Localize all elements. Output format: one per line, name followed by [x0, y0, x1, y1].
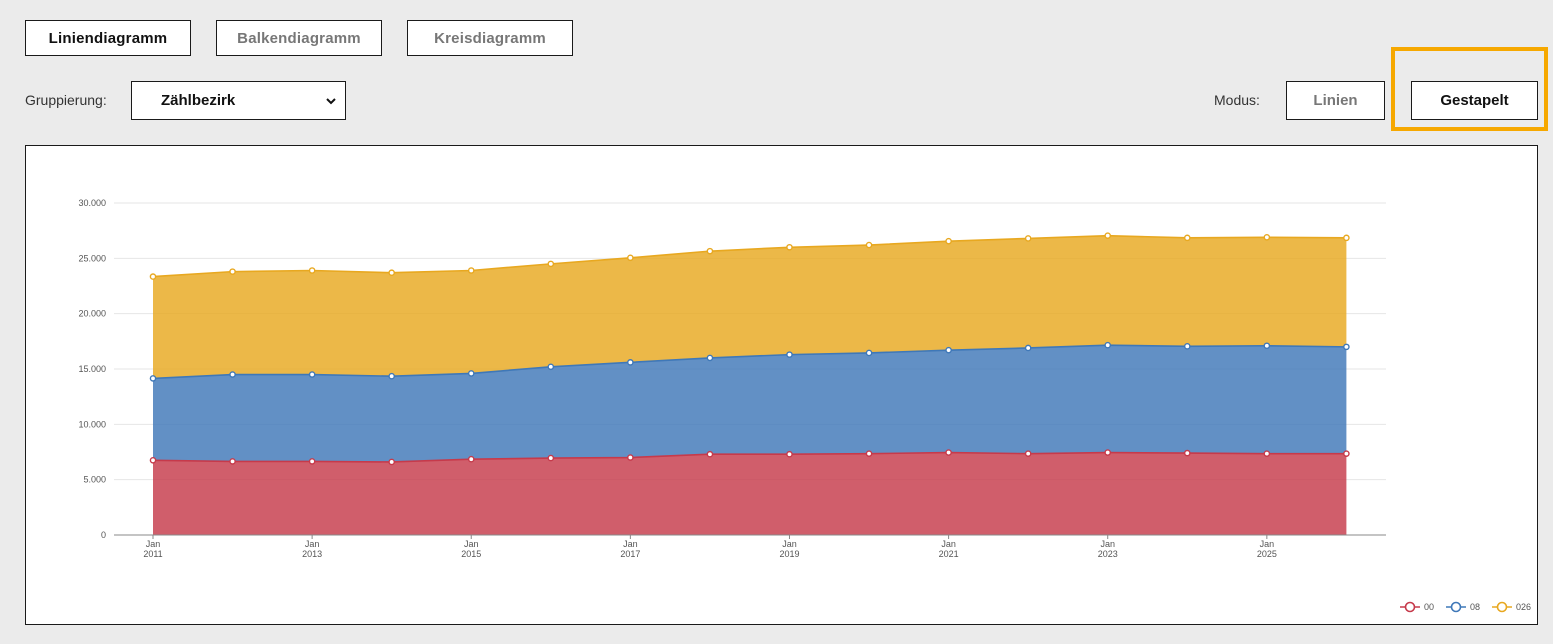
- data-point-026: [627, 254, 634, 262]
- data-point-026: [1183, 234, 1191, 242]
- x-tick-label-month: Jan: [1260, 539, 1275, 549]
- data-point-08: [1263, 342, 1271, 350]
- y-tick-label: 25.000: [78, 253, 106, 263]
- data-point-00: [1104, 449, 1112, 456]
- data-point-00: [1343, 450, 1350, 457]
- data-point-08: [1104, 341, 1112, 349]
- x-tick-label-year: 2015: [461, 549, 481, 559]
- y-tick-label: 5.000: [83, 475, 106, 485]
- data-point-00: [786, 450, 793, 458]
- tab-balkendiagramm[interactable]: Balkendiagramm: [216, 20, 382, 56]
- data-point-026: [1024, 235, 1032, 242]
- data-point-026: [308, 267, 316, 274]
- data-point-08: [1343, 343, 1350, 351]
- data-point-026: [149, 273, 157, 280]
- data-point-026: [229, 268, 236, 275]
- data-point-08: [547, 363, 555, 371]
- chevron-down-icon: [326, 97, 336, 104]
- data-point-08: [627, 359, 634, 366]
- data-point-00: [1183, 449, 1191, 457]
- data-point-08: [1183, 343, 1191, 350]
- legend-label-08: 08: [1470, 602, 1480, 612]
- data-point-08: [945, 346, 952, 354]
- x-tick-label-month: Jan: [146, 539, 161, 549]
- grouping-select-value: Zählbezirk: [161, 92, 236, 109]
- x-tick-label-year: 2011: [143, 549, 162, 559]
- data-point-026: [388, 269, 395, 277]
- data-point-08: [1024, 344, 1032, 352]
- tab-liniendiagramm[interactable]: Liniendiagramm: [25, 20, 191, 56]
- data-point-08: [229, 371, 236, 378]
- legend-marker-00: [1404, 601, 1416, 613]
- data-point-00: [149, 456, 157, 464]
- y-tick-label: 20.000: [78, 309, 106, 319]
- data-point-00: [308, 458, 316, 465]
- data-point-08: [786, 351, 793, 358]
- data-point-026: [786, 243, 793, 251]
- data-point-026: [1263, 234, 1271, 241]
- x-tick-label-month: Jan: [464, 539, 479, 549]
- data-point-00: [388, 458, 395, 466]
- stacked-area-chart: 05.00010.00015.00020.00025.00030.000Jan2…: [78, 198, 1531, 613]
- grouping-label: Gruppierung:: [25, 92, 107, 108]
- data-point-08: [308, 371, 316, 378]
- y-tick-label: 15.000: [78, 364, 106, 374]
- series-line-00: [152, 451, 1347, 463]
- x-tick-label-month: Jan: [305, 539, 320, 549]
- data-point-08: [706, 354, 714, 362]
- data-point-00: [229, 458, 236, 465]
- chart-container: 0 5.000 10.000 15.000 20.000 25.000 30.000 Jan 2…: [25, 145, 1538, 625]
- data-point-08: [865, 349, 873, 357]
- x-tick-label-year: 2025: [1257, 549, 1277, 559]
- data-point-026: [865, 241, 873, 249]
- data-point-08: [467, 370, 475, 377]
- data-point-08: [388, 372, 395, 380]
- y-tick-label: 30.000: [78, 198, 106, 208]
- x-tick-label-year: 2013: [302, 549, 322, 559]
- mode-label: Modus:: [1214, 92, 1260, 108]
- x-tick-label-year: 2021: [939, 549, 959, 559]
- legend-label-00: 00: [1424, 602, 1434, 612]
- data-point-00: [467, 455, 475, 463]
- x-tick-label-month: Jan: [623, 539, 638, 549]
- data-point-08: [149, 375, 157, 382]
- x-tick-label-year: 2023: [1098, 549, 1118, 559]
- grouping-select[interactable]: Zählbezirk: [131, 81, 346, 120]
- legend-marker-08: [1450, 601, 1462, 613]
- x-tick-label-month: Jan: [782, 539, 797, 549]
- data-point-026: [706, 247, 714, 255]
- legend-marker-026: [1496, 601, 1508, 613]
- data-point-00: [945, 449, 952, 456]
- data-point-026: [547, 260, 555, 268]
- x-tick-label-year: 2019: [779, 549, 799, 559]
- area-00: [153, 452, 1347, 535]
- highlight-frame: [1391, 47, 1548, 131]
- data-point-00: [547, 454, 555, 462]
- data-point-026: [1104, 232, 1112, 239]
- x-tick-label-month: Jan: [941, 539, 956, 549]
- data-point-00: [1263, 450, 1271, 457]
- data-point-026: [1343, 234, 1350, 242]
- legend-label-026: 026: [1516, 602, 1531, 612]
- mode-linien-button[interactable]: Linien: [1286, 81, 1385, 120]
- data-point-00: [706, 450, 714, 458]
- data-point-00: [1024, 450, 1032, 457]
- x-tick-label-month: Jan: [1100, 539, 1115, 549]
- y-tick-label: 10.000: [78, 419, 106, 429]
- series-line-08: [152, 344, 1347, 380]
- data-point-026: [945, 237, 952, 245]
- series-line-026: [152, 234, 1347, 278]
- y-tick-label: 0: [101, 530, 106, 540]
- data-point-026: [467, 267, 475, 274]
- mode-gestapelt-button[interactable]: Gestapelt: [1411, 81, 1538, 120]
- data-point-00: [627, 454, 634, 461]
- tab-kreisdiagramm[interactable]: Kreisdiagramm: [407, 20, 573, 56]
- data-point-00: [865, 450, 873, 457]
- x-tick-label-year: 2017: [620, 549, 640, 559]
